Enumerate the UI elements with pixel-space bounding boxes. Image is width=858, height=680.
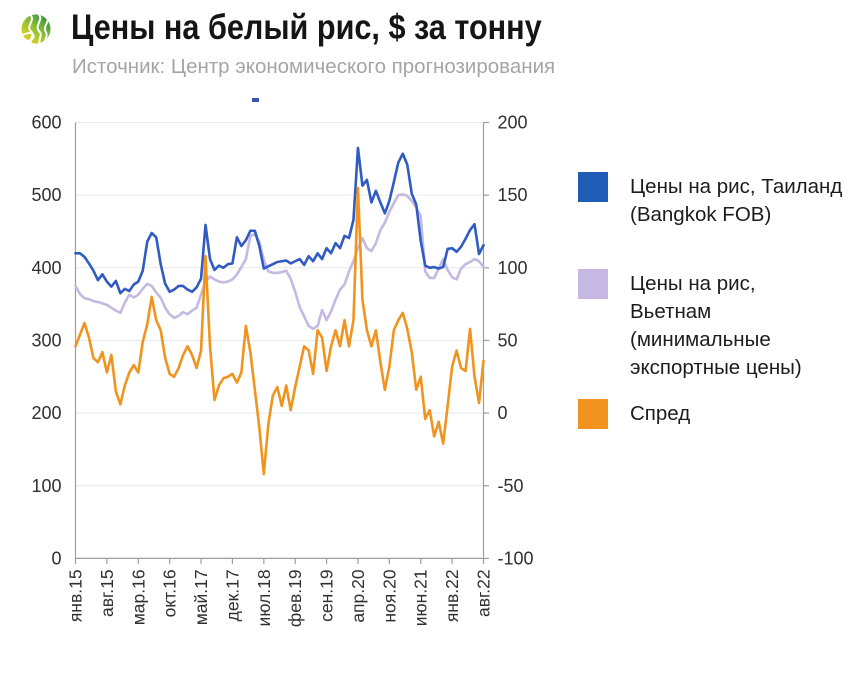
source-subtitle: Источник: Центр экономического прогнозир… [72,55,556,78]
spread-color-swatch [578,399,608,429]
x-axis-label: янв.22 [442,569,462,622]
x-axis-label: фев.19 [285,569,305,627]
y-axis-label-right: 50 [498,330,518,350]
x-axis-label: сен.19 [317,569,337,621]
mini-dash-marker [252,98,259,102]
brand-logo [21,14,51,44]
page-title: Цены на белый рис, $ за тонну [71,8,542,47]
y-axis-label-left: 600 [31,113,61,133]
x-axis-label: апр.20 [348,569,368,623]
x-axis-label: июл.18 [254,569,274,626]
x-axis-label: май.17 [191,569,211,625]
legend-label-spread: Спред [630,402,691,425]
legend-label-thailand: Цены на рис, Таиланд (Bangkok FOB) [630,175,843,226]
x-axis-label: июн.21 [411,569,431,626]
x-axis-label: мар.16 [128,569,148,625]
y-axis-label-right: -50 [498,476,524,496]
y-axis-label-left: 200 [31,403,61,423]
y-axis-label-left: 0 [51,548,61,568]
x-axis-label: авг.15 [97,569,117,617]
y-axis-label-right: 150 [498,185,528,205]
y-axis-label-right: 0 [498,403,508,423]
vietnam-color-swatch [578,269,608,299]
y-axis-label-left: 400 [31,258,61,278]
x-axis-label: окт.16 [160,569,180,617]
legend-label-vietnam: Цены на рис, Вьетнам (минимальные экспор… [630,272,802,379]
series-line-spread [74,186,485,476]
x-axis-label: ноя.20 [379,569,399,622]
legend-item-thailand: Цены на рис, Таиланд (Bangkok FOB) [578,172,842,229]
legend-item-vietnam: Цены на рис, Вьетнам (минимальные экспор… [578,269,802,382]
x-axis-label: янв.15 [66,569,86,622]
y-axis-label-right: 100 [498,258,528,278]
y-axis-label-left: 300 [31,330,61,350]
y-axis-label-right: 200 [498,113,528,133]
series-line-thailand [74,146,485,295]
y-axis-label-right: -100 [498,548,534,568]
legend-item-spread: Спред [578,399,690,429]
y-axis-label-left: 100 [31,476,61,496]
thailand-color-swatch [578,172,608,202]
x-axis-label: авг.22 [474,569,494,617]
x-axis-label: дек.17 [222,569,242,621]
y-axis-label-left: 500 [31,185,61,205]
